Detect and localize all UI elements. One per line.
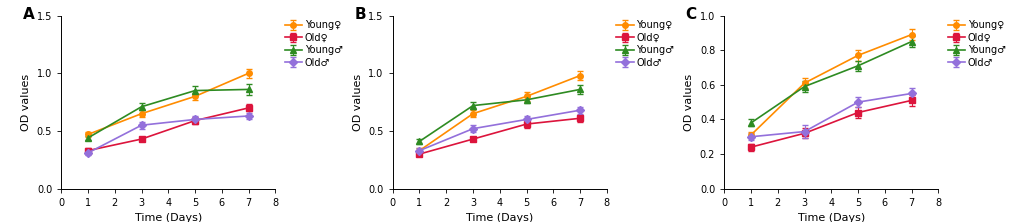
Legend: Young♀, Old♀, Young♂, Old♂: Young♀, Old♀, Young♂, Old♂ xyxy=(947,20,1005,68)
Text: A: A xyxy=(22,7,35,22)
X-axis label: Time (Days): Time (Days) xyxy=(466,213,533,222)
X-axis label: Time (Days): Time (Days) xyxy=(797,213,864,222)
Y-axis label: OD values: OD values xyxy=(353,73,363,131)
Legend: Young♀, Old♀, Young♂, Old♂: Young♀, Old♀, Young♂, Old♂ xyxy=(284,20,342,68)
Legend: Young♀, Old♀, Young♂, Old♂: Young♀, Old♀, Young♂, Old♂ xyxy=(615,20,674,68)
Y-axis label: OD values: OD values xyxy=(21,73,32,131)
Y-axis label: OD values: OD values xyxy=(684,73,694,131)
Text: C: C xyxy=(685,7,696,22)
Text: B: B xyxy=(354,7,366,22)
X-axis label: Time (Days): Time (Days) xyxy=(135,213,202,222)
